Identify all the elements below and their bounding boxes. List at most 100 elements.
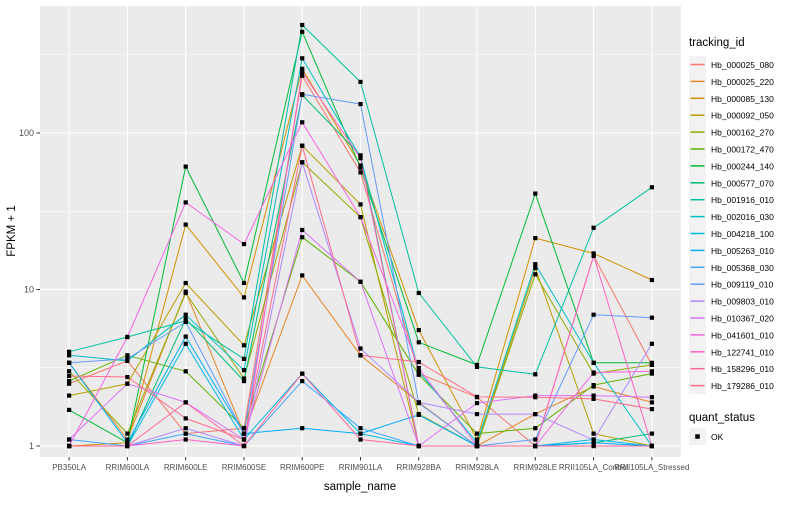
data-point — [649, 443, 654, 449]
data-point — [183, 431, 188, 436]
legend-tracking-id: tracking_id Hb_000025_080 Hb_000025_220 Hb… — [689, 37, 774, 395]
data-point — [300, 235, 305, 240]
data-point — [591, 225, 596, 230]
data-point — [183, 437, 188, 442]
data-point — [649, 371, 654, 376]
legend-item: Hb_000244_140 — [689, 157, 774, 175]
legend-item: Hb_179286_010 — [689, 377, 774, 395]
legend-item: Hb_000085_130 — [689, 89, 774, 107]
data-point — [649, 277, 654, 283]
x-tick-label: RRIM600LE — [164, 463, 208, 472]
data-point — [183, 200, 188, 205]
data-point — [649, 185, 654, 190]
data-point — [416, 340, 421, 345]
data-point — [241, 368, 247, 373]
data-point — [241, 379, 247, 384]
legend-item: Hb_000162_270 — [689, 123, 774, 141]
legend-item: Hb_005368_030 — [689, 258, 774, 276]
data-point — [183, 400, 188, 405]
data-point — [241, 356, 247, 361]
data-point — [649, 369, 654, 374]
axes-layer: 1 10 100 PB350LA RRIM600LA RRIM600LE RRIM600SE… — [19, 128, 689, 472]
data-point — [416, 328, 421, 333]
data-point — [183, 334, 188, 339]
data-point — [474, 443, 480, 449]
data-point — [533, 443, 538, 449]
data-point — [474, 364, 480, 369]
x-tick-label: RRIM928LA — [455, 463, 499, 472]
y-tick-label: 1 — [29, 441, 34, 451]
data-point — [183, 222, 188, 227]
data-point — [125, 440, 130, 445]
data-point — [125, 443, 130, 449]
data-point — [241, 443, 247, 449]
data-point — [183, 312, 188, 317]
legend-item: Hb_041601_010 — [689, 326, 774, 344]
data-point — [358, 202, 363, 207]
data-point — [591, 370, 596, 375]
legend-item: Hb_002016_030 — [689, 208, 774, 226]
data-point — [67, 393, 72, 398]
legend-item: Hb_010367_020 — [689, 309, 774, 327]
data-point — [183, 369, 188, 374]
data-point — [474, 440, 480, 445]
data-point — [241, 280, 247, 286]
data-point — [67, 379, 72, 384]
data-point — [125, 437, 130, 442]
data-point — [300, 22, 305, 28]
data-point — [416, 365, 421, 371]
data-point — [125, 374, 130, 380]
data-point — [416, 443, 421, 449]
legend-item: Hb_158296_010 — [689, 360, 774, 378]
x-tick-label: PB350LA — [52, 463, 86, 472]
data-point — [183, 426, 188, 431]
data-point — [591, 440, 596, 445]
data-point — [300, 29, 305, 34]
data-point — [300, 426, 305, 431]
legend-item-label: Hb_179286_010 — [711, 381, 774, 391]
legend-item-label: Hb_158296_010 — [711, 364, 774, 374]
data-point — [533, 236, 538, 241]
data-point — [358, 163, 363, 168]
legend-item-label: Hb_004218_100 — [711, 229, 774, 239]
data-point — [241, 431, 247, 436]
legend-item: Hb_009803_010 — [689, 292, 774, 310]
legend-item: Hb_009119_010 — [689, 275, 774, 293]
data-point — [300, 143, 305, 148]
x-tick-label: RRIM928LE — [514, 463, 558, 472]
legend-item-label: Hb_000162_270 — [711, 128, 774, 138]
data-point — [533, 412, 538, 417]
y-axis-title: FPKM + 1 — [6, 205, 18, 256]
data-point — [183, 280, 188, 286]
data-point — [125, 334, 130, 340]
data-point — [241, 437, 247, 442]
y-tick-label: 10 — [24, 285, 34, 295]
data-point — [416, 372, 421, 377]
data-point — [533, 191, 538, 196]
legend-item-label: Hb_122741_010 — [711, 347, 774, 357]
data-point — [300, 120, 305, 125]
data-point — [533, 272, 538, 277]
x-tick-label: RRIM901LA — [339, 463, 383, 472]
data-point — [649, 341, 654, 346]
data-point — [300, 227, 305, 233]
data-point — [591, 251, 596, 256]
legend-item: Hb_000025_080 — [689, 56, 774, 73]
legend-title: tracking_id — [689, 37, 745, 49]
legend-item-label: Hb_002016_030 — [711, 212, 774, 222]
data-point — [474, 394, 480, 399]
data-point — [241, 376, 247, 381]
data-point — [241, 295, 247, 300]
legend-item-label: Hb_000085_130 — [711, 94, 774, 104]
data-point — [591, 312, 596, 317]
data-point — [649, 400, 654, 405]
x-tick-label: RRIM600PE — [280, 463, 324, 472]
data-point — [300, 92, 305, 97]
data-point — [67, 353, 72, 358]
data-point — [649, 315, 654, 320]
legend2-item-label: OK — [711, 432, 724, 442]
x-tick-label: RRIM600LA — [106, 463, 150, 472]
data-point — [125, 381, 130, 386]
data-point — [649, 407, 654, 412]
